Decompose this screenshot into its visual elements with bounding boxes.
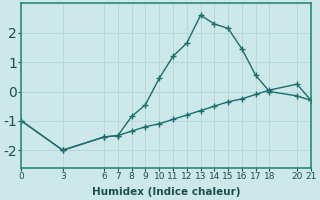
X-axis label: Humidex (Indice chaleur): Humidex (Indice chaleur) bbox=[92, 187, 240, 197]
